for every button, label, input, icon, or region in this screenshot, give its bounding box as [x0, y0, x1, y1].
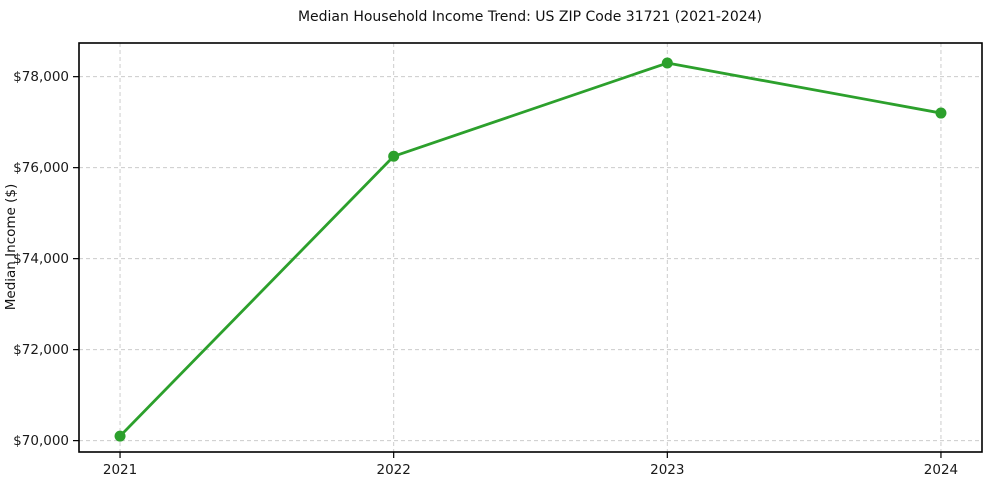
- y-tick-label: $76,000: [13, 160, 69, 176]
- plot-border: [78, 42, 983, 453]
- x-tick-label: 2023: [650, 462, 684, 478]
- y-tick-label: $72,000: [13, 342, 69, 358]
- y-axis-label: Median Income ($): [3, 184, 19, 310]
- x-tick-label: 2024: [924, 462, 958, 478]
- data-point-2023: [661, 57, 673, 69]
- data-point-2022: [388, 150, 400, 162]
- x-tick-label: 2022: [377, 462, 411, 478]
- y-tick-label: $70,000: [13, 433, 69, 449]
- data-point-2024: [935, 107, 947, 119]
- y-tick-label: $74,000: [13, 251, 69, 267]
- income-trend-line: [118, 61, 943, 438]
- y-tick-label: $78,000: [13, 69, 69, 85]
- chart-title: Median Household Income Trend: US ZIP Co…: [298, 9, 762, 25]
- data-point-2021: [114, 430, 126, 442]
- plot-generated: $70,000 $72,000 $74,000 $76,000 $78,000 2021 2…: [13, 42, 983, 478]
- x-tick-label: 2021: [103, 462, 137, 478]
